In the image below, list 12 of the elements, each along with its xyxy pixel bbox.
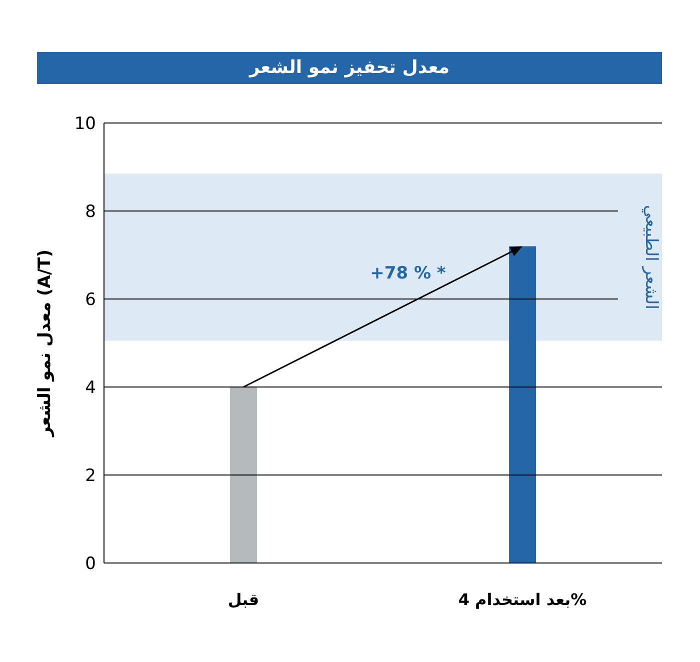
x-tick-label: بعد استخدام 4% — [458, 590, 587, 609]
y-tick-label: 2 — [85, 466, 96, 486]
band-label: الشعر الطبيعي — [641, 204, 661, 310]
y-tick-label: 10 — [74, 114, 96, 134]
annotation: +78 % * — [370, 264, 446, 284]
y-tick-label: 4 — [85, 378, 96, 398]
y-tick-label: 8 — [85, 202, 96, 222]
y-tick-label: 6 — [85, 290, 96, 310]
chart-title: معدل تحفيز نمو الشعر — [37, 52, 662, 84]
x-tick-label: قبل — [228, 590, 260, 609]
y-axis-title: معدل نمو الشعر (A/T) — [35, 249, 55, 438]
y-tick-label: 0 — [85, 554, 96, 574]
